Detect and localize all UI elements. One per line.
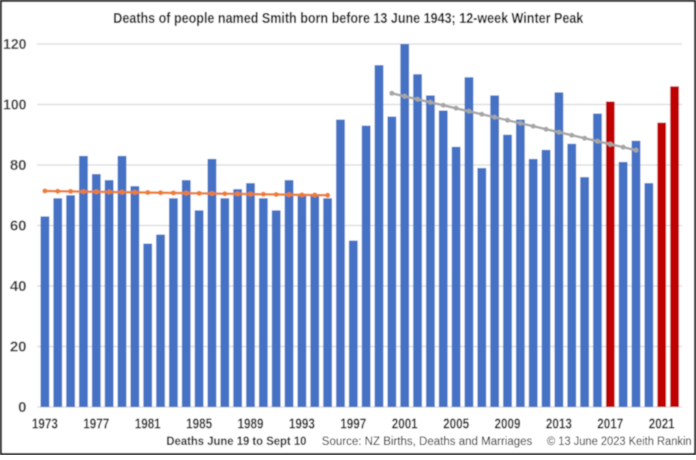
svg-text:2021: 2021 (649, 416, 675, 433)
svg-text:1989: 1989 (238, 416, 264, 433)
svg-text:1977: 1977 (83, 416, 109, 433)
svg-text:2013: 2013 (546, 416, 572, 433)
svg-text:1981: 1981 (135, 416, 161, 433)
svg-text:100: 100 (3, 97, 27, 114)
svg-text:2005: 2005 (443, 416, 469, 433)
svg-text:80: 80 (10, 157, 27, 174)
svg-text:2017: 2017 (597, 416, 623, 433)
svg-text:0: 0 (18, 399, 26, 416)
svg-text:Deaths of people named Smith b: Deaths of people named Smith born before… (113, 10, 583, 27)
svg-text:1985: 1985 (186, 416, 212, 433)
svg-text:Source: NZ Births, Deaths and: Source: NZ Births, Deaths and Marriages (322, 436, 533, 448)
svg-text:1997: 1997 (340, 416, 366, 433)
svg-text:120: 120 (3, 36, 27, 53)
svg-text:60: 60 (10, 218, 27, 235)
svg-text:2009: 2009 (495, 416, 521, 433)
svg-text:Deaths June 19 to Sept 10: Deaths June 19 to Sept 10 (166, 436, 306, 448)
svg-text:40: 40 (10, 278, 27, 295)
svg-text:1993: 1993 (289, 416, 315, 433)
svg-text:1973: 1973 (32, 416, 58, 433)
svg-text:© 13 June 2023 Keith Rankin: © 13 June 2023 Keith Rankin (547, 436, 692, 448)
svg-text:20: 20 (10, 339, 27, 356)
svg-text:2001: 2001 (392, 416, 418, 433)
